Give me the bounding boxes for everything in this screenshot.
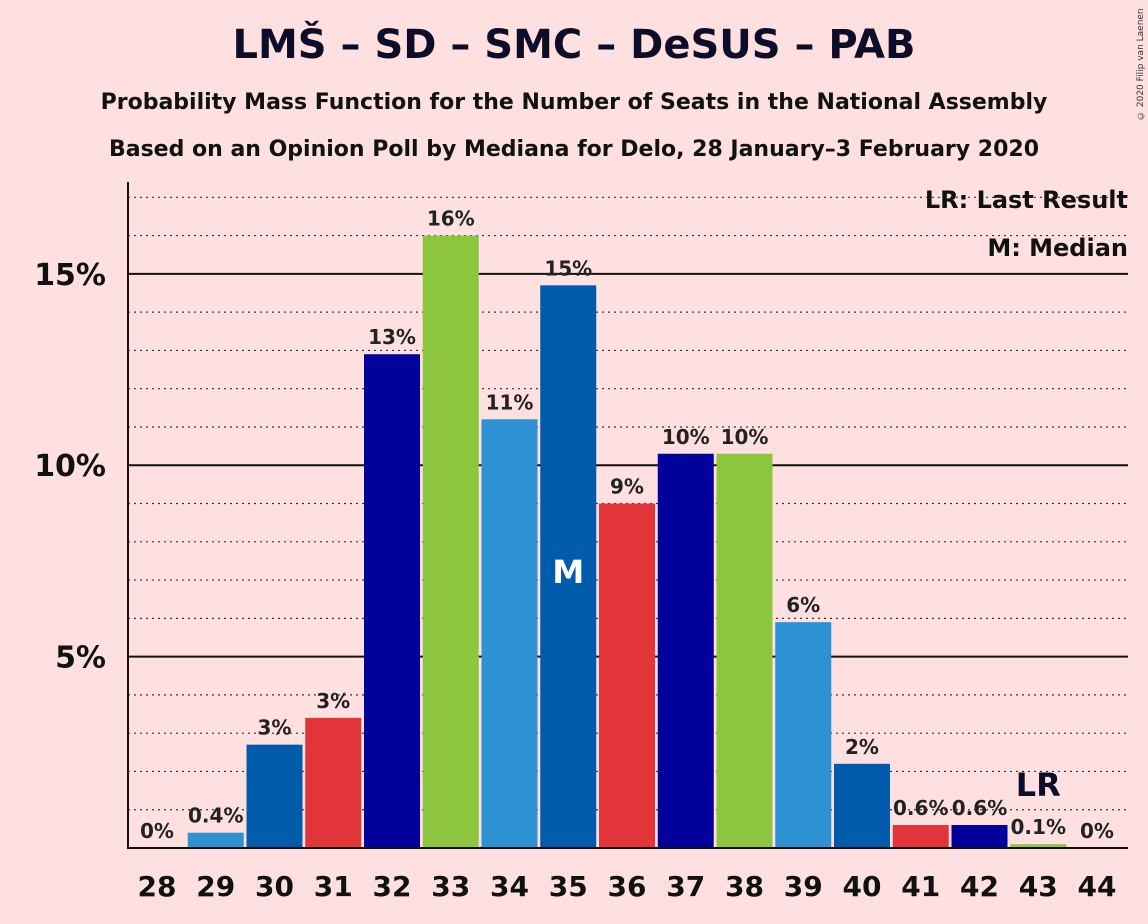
y-tick-label: 5%: [55, 641, 106, 676]
x-tick-label: 30: [255, 870, 294, 903]
legend: LR: Last Result M: Median: [925, 186, 1128, 262]
bar-seat-41: [892, 825, 949, 848]
x-tick-label: 36: [608, 870, 647, 903]
x-tick-label: 28: [138, 870, 177, 903]
data-label: 6%: [786, 593, 820, 617]
data-labels: 0%0.4%3%3%13%16%11%15%9%10% 10%6%2%0.6% 0.…: [140, 207, 1114, 843]
x-tick-label: 35: [549, 870, 588, 903]
bar-seat-31: [305, 717, 362, 848]
bar-seat-40: [834, 763, 890, 848]
data-label: 0%: [140, 819, 174, 843]
x-tick-label: 33: [431, 870, 470, 903]
chart-subtitle-source: Based on an Opinion Poll by Mediana for …: [108, 137, 1040, 162]
x-tick-label: 40: [843, 870, 882, 903]
x-tick-label: 29: [196, 870, 235, 903]
x-tick-label: 41: [901, 870, 940, 903]
x-tick-label: 44: [1078, 870, 1117, 903]
bar-seat-43: [1010, 844, 1067, 848]
data-label: 2%: [845, 735, 879, 759]
bar-seat-35: [540, 285, 597, 848]
median-marker: M: [552, 553, 584, 591]
data-label: 16%: [427, 207, 475, 231]
data-label: 15%: [544, 256, 592, 280]
chart-subtitle: Probability Mass Function for the Number…: [100, 90, 1048, 115]
x-tick-label: 42: [960, 870, 999, 903]
bar-seat-38: [716, 453, 773, 848]
x-tick-label: 43: [1019, 870, 1058, 903]
x-tick-label: 32: [373, 870, 412, 903]
bar-seat-34: [481, 419, 538, 848]
bar-seat-37: [657, 453, 714, 848]
legend-entry: M: Median: [987, 234, 1128, 262]
data-label: 0.6%: [893, 796, 948, 820]
data-label: 3%: [258, 716, 292, 740]
data-label: 3%: [316, 689, 350, 713]
data-label: 0%: [1080, 819, 1114, 843]
y-tick-label: 10%: [34, 449, 106, 484]
bars: [187, 235, 1067, 849]
data-label: 9%: [610, 475, 644, 499]
y-tick-label: 15%: [34, 258, 106, 293]
data-label: 10%: [721, 425, 769, 449]
x-tick-label: 37: [666, 870, 705, 903]
data-label: 13%: [368, 325, 416, 349]
x-tick-label: 39: [784, 870, 823, 903]
legend-entry: LR: Last Result: [925, 186, 1128, 214]
bar-seat-39: [775, 622, 832, 848]
axes: 5% 10% 15% 28 29 30 31 32 33 34 35 36 37 38 39 40 41 42 43…: [34, 182, 1128, 903]
data-label: 11%: [486, 390, 534, 414]
x-tick-label: 31: [314, 870, 353, 903]
last-result-marker: LR: [1016, 766, 1061, 804]
chart-title: LMŠ – SD – SMC – DeSUS – PAB: [232, 22, 916, 68]
data-label: 0.1%: [1011, 815, 1066, 839]
x-tick-label: 38: [725, 870, 764, 903]
bar-seat-42: [951, 825, 1008, 848]
bar-seat-33: [422, 235, 479, 849]
bar-seat-32: [364, 354, 420, 848]
bar-seat-36: [599, 503, 655, 848]
bar-seat-29: [187, 832, 244, 848]
data-label: 10%: [662, 425, 710, 449]
x-tick-label: 34: [490, 870, 529, 903]
data-label: 0.4%: [188, 804, 243, 828]
bar-seat-30: [246, 744, 303, 848]
data-label: 0.6%: [952, 796, 1007, 820]
